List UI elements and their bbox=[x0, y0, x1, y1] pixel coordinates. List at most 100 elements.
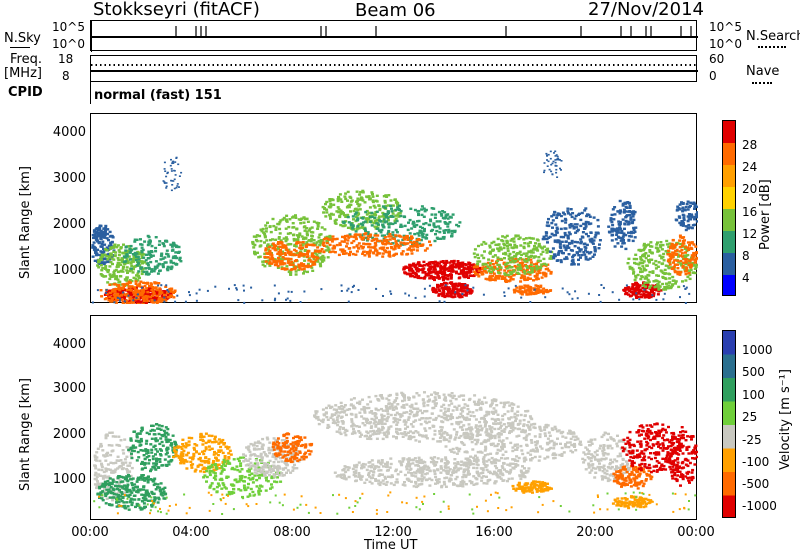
power-cell bbox=[441, 287, 445, 290]
power-cell bbox=[661, 243, 665, 247]
power-cell bbox=[564, 221, 568, 224]
power-cell bbox=[121, 292, 125, 295]
power-cell bbox=[95, 238, 99, 241]
power-cell bbox=[274, 226, 278, 229]
power-cell bbox=[140, 270, 144, 273]
power-cell bbox=[436, 237, 440, 240]
power-cell bbox=[351, 215, 355, 218]
power-cell bbox=[554, 223, 558, 226]
power-cell bbox=[300, 262, 303, 265]
power-cell bbox=[493, 254, 497, 257]
velocity-cell bbox=[143, 462, 147, 465]
power-cell bbox=[374, 199, 378, 202]
velocity-cell bbox=[95, 459, 99, 462]
power-cell bbox=[122, 252, 126, 255]
power-cell bbox=[530, 291, 534, 294]
power-cell bbox=[314, 255, 318, 259]
power-cell bbox=[644, 284, 648, 287]
power-cell bbox=[524, 254, 528, 258]
power-cell bbox=[397, 246, 401, 249]
velocity-cell bbox=[118, 482, 121, 485]
power-cell bbox=[136, 275, 140, 278]
power-cell bbox=[627, 231, 630, 234]
power-cell bbox=[587, 222, 591, 226]
power-cell bbox=[377, 217, 381, 220]
power-cell bbox=[170, 168, 173, 170]
power-cell bbox=[331, 235, 335, 238]
velocity-cell bbox=[166, 433, 170, 436]
power-cell bbox=[290, 260, 294, 264]
power-cell bbox=[422, 260, 426, 264]
power-cell bbox=[422, 207, 426, 210]
power-cell bbox=[341, 248, 345, 251]
power-cell bbox=[303, 248, 307, 252]
power-cell bbox=[643, 246, 647, 249]
power-cell bbox=[525, 266, 529, 269]
power-cell bbox=[373, 206, 377, 209]
velocity-cell bbox=[107, 490, 111, 494]
power-cell bbox=[396, 206, 400, 209]
power-cell bbox=[437, 275, 440, 278]
power-cell bbox=[134, 277, 138, 280]
power-cell bbox=[303, 217, 307, 221]
power-cb-tick-2: 20 bbox=[742, 182, 758, 196]
power-cell bbox=[584, 246, 588, 250]
power-cell bbox=[414, 268, 418, 271]
power-cell bbox=[434, 276, 437, 279]
power-cell bbox=[354, 211, 358, 214]
power-cell bbox=[166, 172, 169, 175]
power-cell bbox=[501, 235, 505, 238]
power-cell bbox=[415, 239, 419, 242]
power-cell bbox=[373, 245, 377, 248]
power-cell bbox=[387, 229, 391, 233]
power-cell bbox=[153, 299, 156, 302]
power-cell bbox=[102, 275, 106, 278]
power-cell bbox=[552, 213, 556, 216]
velocity-cell bbox=[120, 492, 124, 496]
power-cell bbox=[161, 264, 165, 267]
power-cell bbox=[549, 257, 553, 260]
power-cell bbox=[100, 269, 104, 272]
power-cell bbox=[466, 289, 469, 292]
power-cell bbox=[636, 288, 640, 292]
power-cell bbox=[663, 286, 667, 289]
power-cell bbox=[380, 228, 384, 232]
velocity-cell bbox=[134, 446, 138, 449]
power-cell bbox=[552, 234, 556, 237]
power-cell bbox=[485, 265, 488, 269]
power-cell bbox=[116, 270, 120, 274]
power-cell bbox=[476, 253, 480, 256]
power-cell bbox=[374, 232, 378, 236]
power-cell bbox=[494, 261, 498, 265]
power-cell bbox=[460, 295, 464, 299]
velocity-cell bbox=[160, 491, 164, 494]
power-cell bbox=[533, 274, 537, 278]
velocity-cell bbox=[130, 501, 134, 504]
noise-right-legend-line bbox=[758, 46, 786, 48]
power-cell bbox=[105, 289, 108, 291]
power-cell bbox=[346, 239, 350, 242]
velocity-cell bbox=[111, 449, 115, 452]
power-cell bbox=[100, 253, 104, 256]
power-cell bbox=[104, 224, 108, 228]
power-cell bbox=[317, 236, 321, 239]
velocity-cell bbox=[116, 484, 120, 488]
noise-right-label: N.Search bbox=[746, 29, 800, 44]
power-cell bbox=[158, 297, 162, 300]
power-cell bbox=[266, 262, 269, 265]
power-cell bbox=[688, 292, 691, 295]
velocity-cell bbox=[99, 445, 102, 448]
power-cell bbox=[375, 287, 378, 290]
power-cell bbox=[359, 190, 363, 194]
velocity-cell bbox=[124, 461, 128, 464]
power-cell bbox=[679, 242, 683, 246]
power-cell bbox=[261, 299, 264, 302]
power-cell bbox=[130, 249, 134, 252]
power-cell bbox=[550, 232, 554, 236]
power-cell bbox=[430, 265, 434, 268]
power-cell bbox=[161, 263, 165, 266]
power-cell bbox=[668, 254, 672, 258]
power-cell bbox=[354, 237, 358, 240]
power-cell bbox=[547, 160, 550, 163]
velocity-cell bbox=[144, 497, 148, 501]
